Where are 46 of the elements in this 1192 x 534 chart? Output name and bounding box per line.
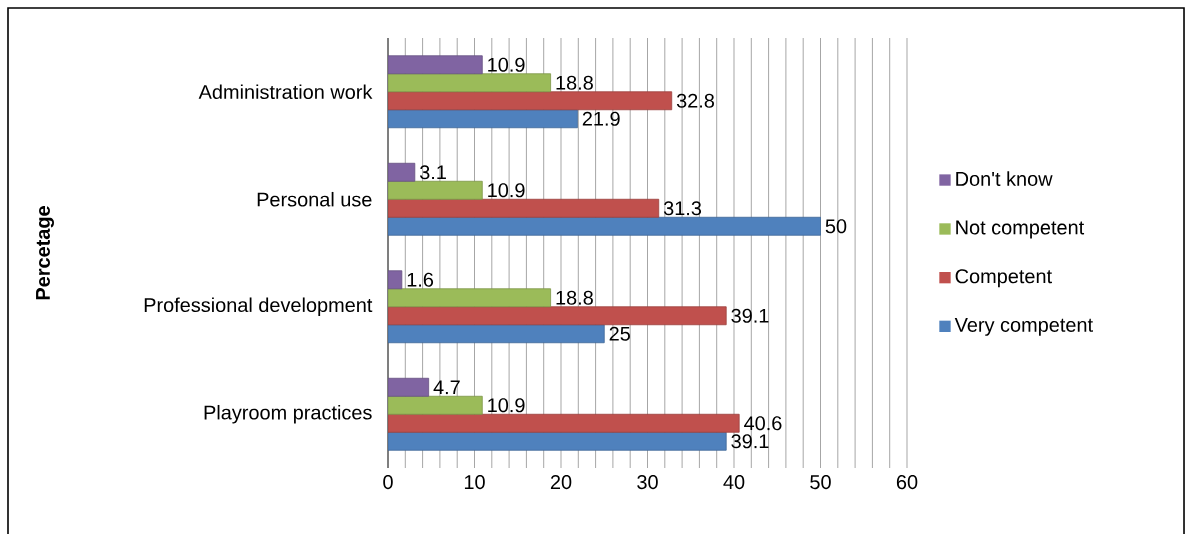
legend-label: Don't know	[956, 171, 1053, 186]
legend-label: Not competent	[956, 220, 1085, 239]
bar	[388, 73, 552, 93]
data-label: 40.6	[744, 416, 782, 431]
data-label: 18.8	[556, 75, 593, 90]
bar	[388, 324, 605, 344]
data-label: 39.1	[731, 308, 769, 323]
x-tick-label: 20	[550, 475, 572, 490]
data-label: 32.8	[676, 93, 715, 108]
data-label: 10.9	[488, 398, 525, 413]
y-tick-label: Playroom practices	[204, 404, 372, 424]
legend-label: Competent	[955, 269, 1052, 288]
bar	[388, 377, 430, 397]
bar	[388, 216, 821, 236]
data-label: 1.6	[407, 272, 434, 287]
x-tick-label: 40	[723, 475, 745, 490]
y-tick-label: Administration work	[198, 84, 373, 100]
bar	[388, 109, 578, 129]
bar	[388, 180, 483, 200]
data-label: 4.7	[433, 380, 460, 395]
bar	[388, 395, 483, 415]
bar	[388, 431, 727, 451]
bar	[388, 413, 740, 433]
y-tick-label: Personal use	[257, 191, 372, 207]
data-label: 10.9	[488, 57, 525, 72]
data-label: 25	[609, 326, 630, 341]
data-label: 50	[825, 219, 847, 234]
data-label: 21.9	[582, 111, 620, 126]
data-label: 39.1	[731, 434, 769, 449]
x-tick-label: 0	[383, 475, 393, 490]
y-tick-label: Professional development	[144, 297, 373, 317]
x-tick-label: 30	[637, 475, 658, 490]
x-tick-label: 60	[896, 475, 918, 490]
bar	[388, 198, 660, 218]
bar	[388, 306, 727, 326]
data-label: 18.8	[556, 290, 593, 305]
data-label: 31.3	[663, 201, 702, 216]
bar	[388, 91, 673, 111]
data-label: 3.1	[419, 165, 446, 180]
legend-label: Very competent	[954, 317, 1093, 336]
x-tick-label: 50	[810, 475, 831, 490]
bar	[388, 55, 483, 75]
y-axis-title: Percetage	[36, 206, 54, 300]
bar	[388, 288, 552, 308]
x-tick-label: 10	[464, 475, 485, 490]
data-label: 10.9	[488, 183, 525, 198]
